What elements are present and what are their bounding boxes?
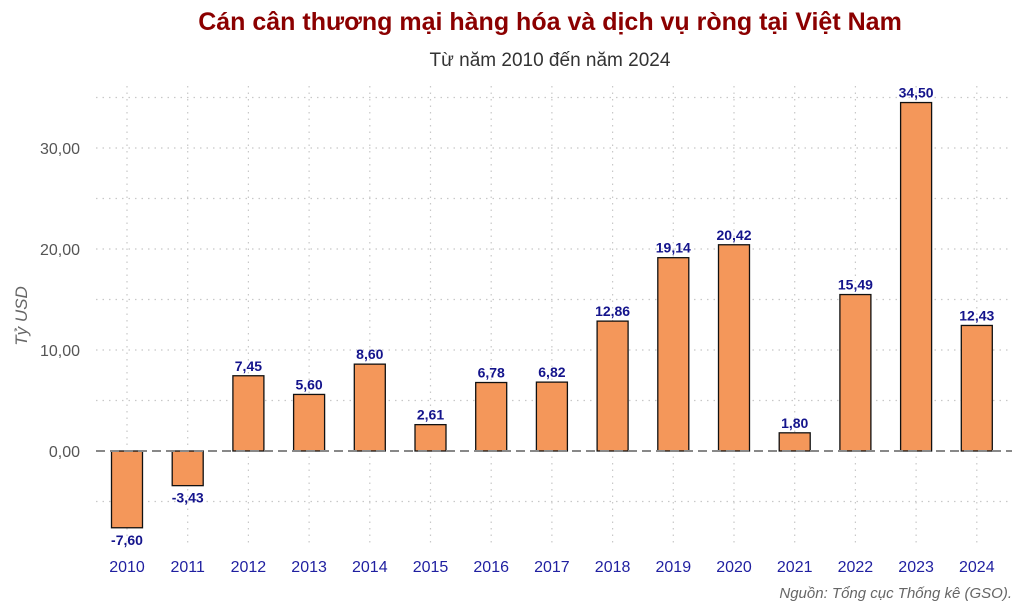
bar-2019 — [657, 257, 690, 452]
x-tick-label: 2010 — [109, 559, 145, 576]
y-tick-label: 30,00 — [40, 141, 80, 158]
y-tick-label: 0,00 — [49, 444, 80, 461]
data-label-2010: -7,60 — [111, 532, 143, 548]
data-label-2015: 2,61 — [417, 407, 444, 423]
x-tick-label: 2017 — [534, 559, 570, 576]
data-label-2017: 6,82 — [538, 364, 565, 380]
data-label-2021: 1,80 — [781, 415, 808, 431]
x-tick-label: 2024 — [959, 559, 995, 576]
bar-2014 — [353, 363, 386, 452]
x-tick-label: 2013 — [291, 559, 327, 576]
data-label-2020: 20,42 — [716, 227, 751, 243]
data-label-2014: 8,60 — [356, 346, 383, 362]
chart-subtitle: Từ năm 2010 đến năm 2024 — [430, 50, 671, 71]
data-label-2013: 5,60 — [295, 376, 322, 392]
bar-2020 — [717, 244, 751, 452]
x-tick-label: 2012 — [231, 559, 267, 576]
x-tick-label: 2023 — [898, 559, 934, 576]
data-label-2024: 12,43 — [959, 307, 994, 323]
x-tick-label: 2019 — [656, 559, 692, 576]
source-caption: Nguồn: Tổng cục Thống kê (GSO). — [779, 585, 1012, 602]
y-tick-label: 10,00 — [40, 343, 80, 360]
x-tick-label: 2016 — [473, 559, 509, 576]
x-tick-label: 2018 — [595, 559, 631, 576]
data-label-2019: 19,14 — [656, 240, 691, 256]
x-tick-label: 2011 — [170, 559, 205, 576]
data-label-2022: 15,49 — [838, 277, 873, 293]
data-label-2023: 34,50 — [899, 85, 934, 101]
data-label-2016: 6,78 — [478, 365, 505, 381]
x-tick-label: 2021 — [777, 559, 813, 576]
bar-2012 — [232, 375, 265, 452]
bars — [110, 101, 993, 529]
data-label-2018: 12,86 — [595, 303, 630, 319]
bar-2021 — [778, 432, 811, 452]
bar-2013 — [292, 393, 326, 452]
y-axis-label: Tỷ USD — [12, 286, 31, 346]
bar-2016 — [475, 381, 508, 452]
data-label-2012: 7,45 — [235, 358, 262, 374]
bar-2018 — [596, 320, 629, 452]
bar-2017 — [535, 381, 569, 452]
data-labels: -7,60 -3,43 7,45 5,60 8,60 2,61 6,78 6,82 12,86 1… — [111, 85, 994, 548]
bar-2011 — [171, 450, 204, 487]
chart-title: Cán cân thương mại hàng hóa và dịch vụ r… — [198, 8, 902, 36]
axes: 0,00 10,00 20,00 30,00 2010 2011 2012 2013 2014 2… — [40, 141, 1012, 576]
grid — [96, 86, 1012, 546]
x-tick-label: 2014 — [352, 559, 388, 576]
x-tick-label: 2022 — [838, 559, 874, 576]
x-tick-label: 2015 — [413, 559, 449, 576]
bar-2024 — [960, 324, 993, 452]
x-tick-label: 2020 — [716, 559, 752, 576]
bar-2015 — [414, 423, 447, 452]
y-tick-label: 20,00 — [40, 242, 80, 259]
bar-2010 — [110, 450, 144, 529]
bar-2022 — [839, 293, 872, 452]
data-label-2011: -3,43 — [172, 490, 204, 506]
bar-2023 — [899, 101, 933, 452]
